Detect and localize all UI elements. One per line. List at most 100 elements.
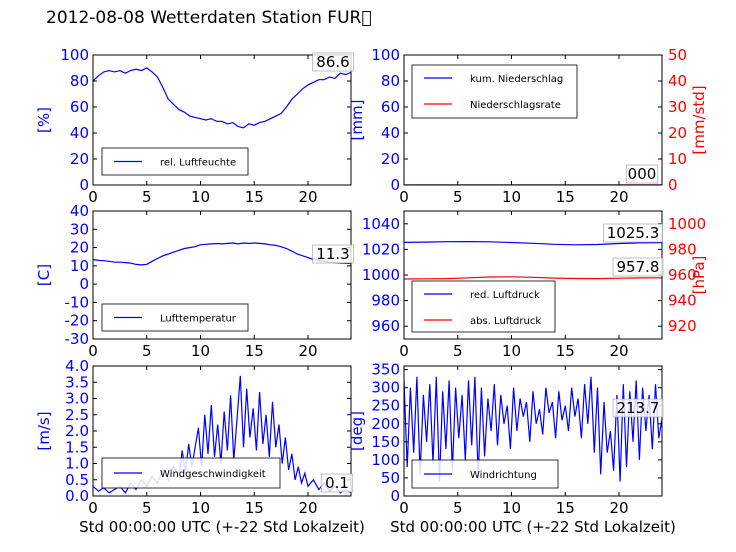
winddirection-xtick-label: 5 (453, 499, 463, 517)
winddirection-ytick-label: 0 (390, 487, 400, 505)
precipitation-ytick-label: 20 (381, 150, 400, 168)
humidity-value-annotation-0: 86.6 (316, 53, 349, 71)
pressure-legend-label-0: red. Luftdruck (470, 290, 540, 301)
precipitation-ytick-right-label: 10 (668, 150, 687, 168)
pressure-ytick-label: 960 (371, 317, 400, 335)
temperature-legend-label-0: Lufttemperatur (160, 314, 237, 325)
precipitation-xtick-label: 10 (502, 188, 521, 206)
winddirection-ytick-label: 250 (371, 397, 400, 415)
windspeed-ytick-label: 3.0 (65, 390, 89, 408)
temperature-ytick-label: 20 (70, 239, 89, 257)
precipitation-ytick-label: 100 (371, 46, 400, 64)
precipitation-ylabel: [mm] (348, 100, 366, 141)
winddirection-series-line-0 (404, 376, 662, 482)
pressure-series-line-1 (404, 276, 662, 280)
pressure-ytick-label: 1040 (362, 215, 400, 233)
pressure-xtick-label: 0 (399, 342, 409, 360)
humidity-legend-label-0: rel. Luftfeuchte (160, 158, 236, 169)
temperature-ytick-label: 30 (70, 220, 89, 238)
xlabel-left: Std 00:00:00 UTC (+-22 Std Lokalzeit) (79, 518, 365, 536)
temperature-plot-frame (92, 210, 352, 340)
pressure-ytick-label: 1020 (362, 240, 400, 258)
humidity-ytick-label: 0 (79, 176, 89, 194)
winddirection-value-annotation-0: 213.7 (617, 399, 660, 417)
pressure-value-annotation-box-0 (603, 223, 663, 243)
pressure-ytick-label: 1000 (362, 266, 400, 284)
humidity-xtick-label: 15 (245, 188, 264, 206)
winddirection-ytick-label: 300 (371, 379, 400, 397)
windspeed-legend-label-0: Windgeschwindigkeit (160, 469, 266, 480)
temperature-ylabel: [C] (35, 264, 53, 286)
pressure-series-line-0 (404, 240, 662, 246)
windspeed-ytick-label: 2.5 (65, 406, 89, 424)
pressure-xtick-label: 15 (556, 342, 575, 360)
pressure-xtick-label: 5 (453, 342, 463, 360)
pressure-ylabel-right: [hPa] (690, 256, 708, 295)
precipitation-ytick-right-label: 30 (668, 98, 687, 116)
windspeed-ytick-label: 0.0 (65, 487, 89, 505)
windspeed-value-annotation-0: 0.1 (325, 474, 349, 492)
humidity-ytick-label: 40 (70, 124, 89, 142)
windspeed-xtick-label: 5 (142, 499, 152, 517)
windspeed-ytick-label: 1.0 (65, 455, 89, 473)
windspeed-ytick-label: 2.0 (65, 422, 89, 440)
pressure-ytick-right-label: 940 (668, 292, 697, 310)
humidity-ytick-label: 80 (70, 72, 89, 90)
winddirection-ytick-label: 100 (371, 451, 400, 469)
windspeed-value-annotation-box-0 (320, 473, 354, 493)
windspeed-ytick-label: 3.5 (65, 373, 89, 391)
temperature-ytick-label: -10 (65, 293, 90, 311)
precipitation-ytick-right-label: 0 (668, 176, 678, 194)
precipitation-ylabel-right: [mm/std] (690, 85, 708, 154)
temperature-xtick-label: 20 (298, 342, 317, 360)
temperature-ytick-label: -30 (65, 330, 90, 348)
windspeed-xtick-label: 20 (298, 499, 317, 517)
pressure-ytick-right-label: 960 (668, 266, 697, 284)
temperature-value-annotation-box-0 (312, 244, 354, 264)
windspeed-xtick-label: 10 (191, 499, 210, 517)
precipitation-ytick-label: 80 (381, 72, 400, 90)
humidity-series-line-0 (93, 67, 351, 129)
precipitation-value-annotation-box-0 (625, 164, 659, 184)
pressure-xtick-label: 20 (609, 342, 628, 360)
temperature-xtick-label: 10 (191, 342, 210, 360)
temperature-ytick-label: -20 (65, 312, 90, 330)
precipitation-legend-label-1: Niederschlagsrate (470, 100, 561, 111)
precipitation-xtick-label: 5 (453, 188, 463, 206)
humidity-plot-frame (92, 54, 352, 186)
temperature-xtick-label: 5 (142, 342, 152, 360)
windspeed-ytick-label: 0.5 (65, 471, 89, 489)
humidity-xtick-label: 10 (191, 188, 210, 206)
winddirection-xtick-label: 0 (399, 499, 409, 517)
pressure-value-annotation-0: 1025.3 (607, 224, 660, 242)
humidity-xtick-label: 5 (142, 188, 152, 206)
precipitation-value-annotation-0: 000 (628, 165, 657, 183)
temperature-ytick-label: 0 (79, 275, 89, 293)
winddirection-ytick-label: 50 (381, 469, 400, 487)
pressure-xtick-label: 10 (502, 342, 521, 360)
precipitation-ytick-right-label: 20 (668, 124, 687, 142)
humidity-xtick-label: 20 (298, 188, 317, 206)
winddirection-ylabel: [deg] (348, 411, 366, 451)
winddirection-ytick-label: 350 (371, 361, 400, 379)
temperature-xtick-label: 15 (245, 342, 264, 360)
humidity-ylabel: [%] (35, 107, 53, 133)
pressure-value-annotation-1: 957.8 (617, 258, 660, 276)
temperature-ytick-label: 10 (70, 257, 89, 275)
winddirection-xtick-label: 15 (556, 499, 575, 517)
pressure-ytick-right-label: 920 (668, 317, 697, 335)
precipitation-plot-frame (403, 54, 663, 186)
humidity-ytick-label: 20 (70, 150, 89, 168)
temperature-xtick-label: 0 (88, 342, 98, 360)
temperature-legend-box (101, 303, 249, 332)
windspeed-ylabel: [m/s] (35, 411, 53, 450)
humidity-value-annotation-box-0 (312, 52, 354, 72)
pressure-value-annotation-box-1 (612, 257, 664, 277)
temperature-value-annotation-0: 11.3 (316, 245, 349, 263)
temperature-ytick-label: 40 (70, 202, 89, 220)
figure-title: 2012-08-08 Wetterdaten Station FUR  (46, 8, 372, 28)
winddirection-ytick-label: 150 (371, 433, 400, 451)
precipitation-ytick-label: 60 (381, 98, 400, 116)
precipitation-legend-box (411, 64, 578, 119)
precipitation-ytick-right-label: 50 (668, 46, 687, 64)
